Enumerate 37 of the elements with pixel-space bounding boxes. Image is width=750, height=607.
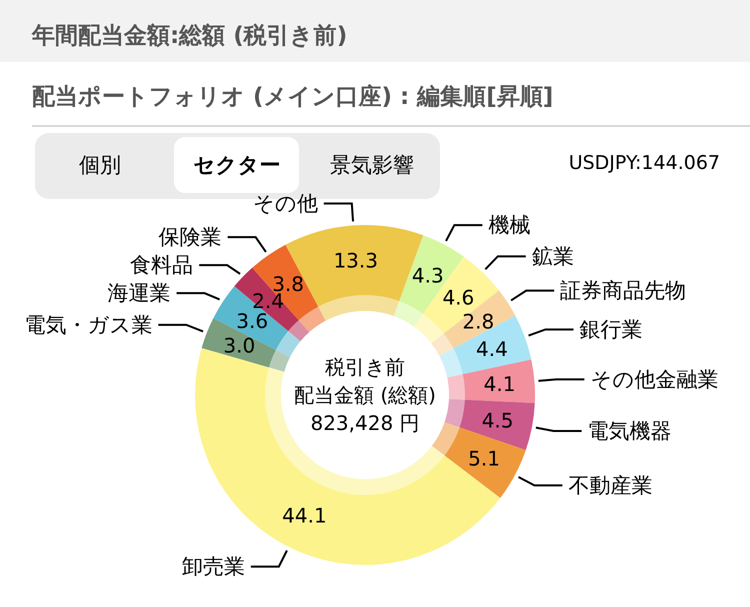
data-label: 4.3 (412, 264, 444, 288)
donut-slice (431, 290, 516, 356)
text: 個別 (79, 153, 121, 177)
slice-label: 不動産業 (568, 473, 652, 498)
slice-label: 電気・ガス業 (24, 312, 152, 337)
chart-title: 年間配当金額:総額 (税引き前) (31, 23, 348, 49)
slice-label: 食料品 (130, 253, 194, 278)
data-label: 2.8 (462, 310, 494, 334)
slice-label: その他金融業 (590, 367, 718, 392)
slice-label: 保険業 (158, 225, 222, 250)
text: 823,428 円 (310, 411, 420, 435)
data-label: 4.4 (476, 336, 508, 361)
donut-slice (444, 398, 535, 450)
data-label: 44.1 (282, 504, 327, 528)
text: 税引き前 (325, 355, 405, 379)
text: 景気影響 (330, 153, 414, 177)
text: セクター (194, 153, 280, 177)
slice-label: 海運業 (108, 281, 171, 306)
donut-slice (439, 316, 532, 378)
data-label: 13.3 (333, 248, 378, 272)
data-label: 5.1 (468, 446, 500, 471)
slice-label: 銀行業 (579, 317, 642, 342)
data-label: 3.6 (236, 308, 268, 333)
chart-subtitle: 配当ポートフォリオ (メイン口座) : 編集順[昇順] (32, 83, 554, 110)
data-label: 4.6 (442, 285, 474, 310)
slice-label: 機械 (488, 213, 530, 238)
text: USDJPY:144.067 (568, 152, 720, 174)
donut-slice (447, 360, 535, 404)
data-label: 4.5 (482, 408, 514, 432)
slice-label: 証券商品先物 (560, 278, 686, 303)
slice-label: 卸売業 (182, 554, 245, 579)
slice-label: その他 (252, 191, 318, 216)
data-label: 4.1 (484, 372, 516, 396)
data-label: 3.0 (223, 334, 256, 358)
slice-label: 電気機器 (588, 419, 672, 444)
slice-label: 鉱業 (532, 244, 574, 268)
text: 配当金額 (総額) (294, 383, 436, 407)
